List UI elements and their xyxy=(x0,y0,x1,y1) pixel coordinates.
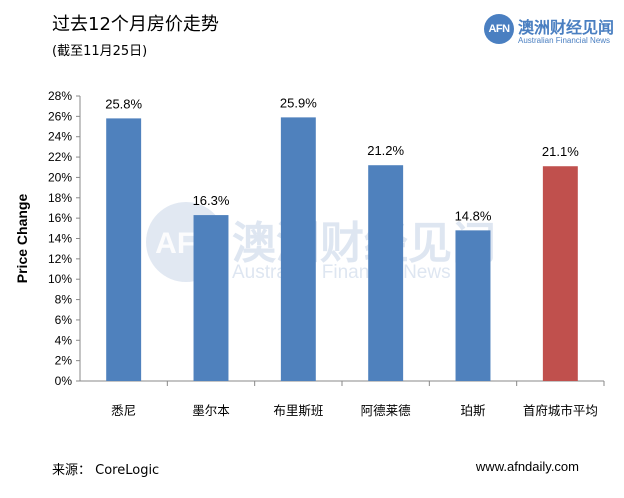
chart-subtitle: (截至11月25日) xyxy=(52,44,148,59)
y-tick-label: 24% xyxy=(48,130,72,144)
watermark-name-cn: 澳洲财经见闻 xyxy=(232,218,496,269)
category-label: 首府城市平均 xyxy=(523,403,598,418)
chart-title: 过去12个月房价走势 xyxy=(52,14,219,35)
logo-name-en: Australian Financial News xyxy=(518,36,611,45)
y-tick-label: 10% xyxy=(48,272,72,286)
source-note: 来源： CoreLogic xyxy=(52,463,160,478)
y-tick-label: 18% xyxy=(48,191,72,205)
y-tick-label: 20% xyxy=(48,170,72,184)
watermark-name-en: Australian Financial News xyxy=(232,262,451,283)
category-label: 珀斯 xyxy=(460,403,485,418)
y-tick-label: 22% xyxy=(48,150,72,164)
bar-data-label: 21.2% xyxy=(367,143,404,158)
y-tick-label: 6% xyxy=(55,313,73,327)
logo-mark: AFN xyxy=(484,14,514,44)
bar-data-label: 14.8% xyxy=(455,208,492,223)
category-label: 墨尔本 xyxy=(192,403,230,418)
afn-logo: AFN 澳洲财经见闻 Australian Financial News xyxy=(484,12,614,52)
bar xyxy=(368,165,404,381)
bar-data-label: 25.9% xyxy=(280,95,317,110)
logo-name-cn: 澳洲财经见闻 xyxy=(518,18,615,37)
bar xyxy=(106,118,142,382)
y-tick-label: 14% xyxy=(48,232,72,246)
y-tick-label: 8% xyxy=(55,293,73,307)
category-label: 布里斯班 xyxy=(273,403,323,418)
bar xyxy=(193,215,229,381)
bar xyxy=(542,166,578,381)
y-tick-label: 12% xyxy=(48,252,72,266)
bar-data-label: 16.3% xyxy=(193,193,230,208)
bar xyxy=(280,117,316,381)
y-tick-label: 4% xyxy=(55,333,73,347)
y-tick-label: 26% xyxy=(48,109,72,123)
bar xyxy=(455,230,491,381)
category-label: 阿德莱德 xyxy=(361,403,412,418)
bar-data-label: 25.8% xyxy=(105,96,142,111)
y-tick-label: 0% xyxy=(55,374,73,388)
y-tick-label: 2% xyxy=(55,354,73,368)
y-axis-label: Price Change xyxy=(14,194,30,284)
y-tick-label: 16% xyxy=(48,211,72,225)
bar-data-label: 21.1% xyxy=(542,144,579,159)
website-url: www.afndaily.com xyxy=(475,459,579,474)
y-tick-label: 28% xyxy=(48,89,72,103)
category-label: 悉尼 xyxy=(111,403,136,418)
